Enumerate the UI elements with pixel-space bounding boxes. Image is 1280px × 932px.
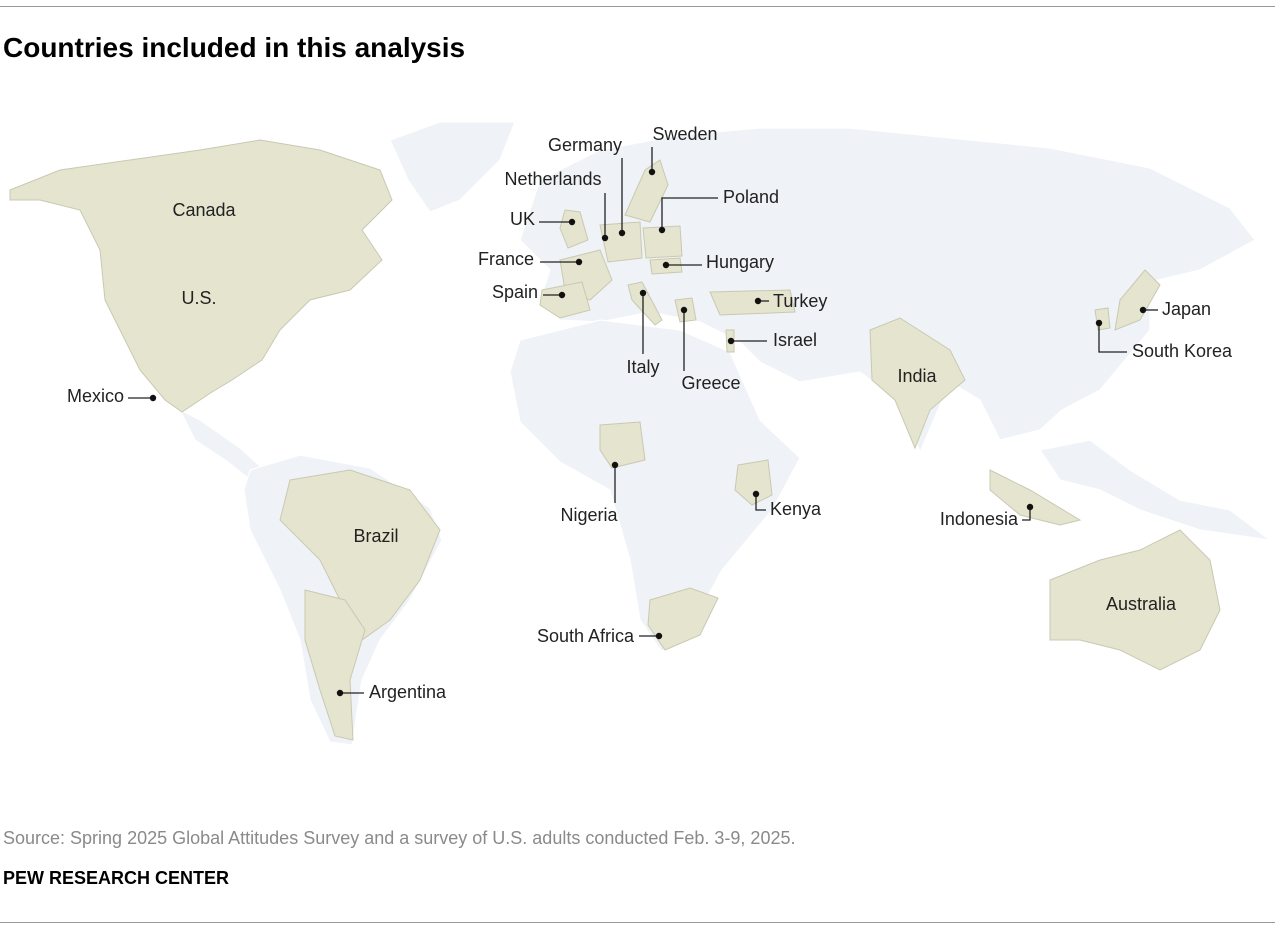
country-dot xyxy=(601,234,609,242)
country-dot xyxy=(648,168,656,176)
country-dot xyxy=(336,689,344,697)
country-label: Mexico xyxy=(67,386,124,406)
country-label: Greece xyxy=(681,373,740,393)
country-dot xyxy=(558,291,566,299)
country-dot xyxy=(754,297,762,305)
surveyed-countries xyxy=(9,139,1221,741)
country-dot xyxy=(1139,306,1147,314)
country-label: France xyxy=(478,249,534,269)
country-label: Brazil xyxy=(353,526,398,546)
leader-line xyxy=(755,494,766,511)
country-label: Hungary xyxy=(706,252,774,272)
source: Source: Spring 2025 Global Attitudes Sur… xyxy=(3,828,796,848)
leader-line xyxy=(1022,507,1031,521)
country-label: Argentina xyxy=(369,682,447,702)
country-dot xyxy=(662,261,670,269)
country-label: Australia xyxy=(1106,594,1177,614)
country-label: Sweden xyxy=(652,124,717,144)
country-label: Germany xyxy=(548,135,622,155)
country-label: Turkey xyxy=(773,291,827,311)
country-label: South Korea xyxy=(1132,341,1233,361)
country-label: Netherlands xyxy=(504,169,601,189)
country-dot xyxy=(639,289,647,297)
leader-line xyxy=(1098,323,1127,353)
country-dot xyxy=(1095,319,1103,327)
country-dot xyxy=(752,490,760,498)
country-label: South Africa xyxy=(537,626,635,646)
country-dot xyxy=(568,218,576,226)
country-label: Israel xyxy=(773,330,817,350)
country-label: Nigeria xyxy=(560,505,618,525)
country-dot xyxy=(575,258,583,266)
country-label: Italy xyxy=(626,357,659,377)
country-label: Canada xyxy=(172,200,236,220)
world-map: Canada U.S. Mexico Brazil Argentina UK Netherl… xyxy=(9,121,1271,746)
country-dot xyxy=(658,226,666,234)
country-label: UK xyxy=(510,209,535,229)
country-label: Kenya xyxy=(770,499,822,519)
country-dot xyxy=(618,229,626,237)
country-dot xyxy=(611,461,619,469)
bottom-rule xyxy=(0,922,1275,923)
country-label: Poland xyxy=(723,187,779,207)
country-label: Spain xyxy=(492,282,538,302)
leader-line xyxy=(661,197,718,230)
country-label: U.S. xyxy=(181,288,216,308)
title: Countries included in this analysis xyxy=(3,32,466,63)
country-dot xyxy=(1026,503,1034,511)
country-label: Indonesia xyxy=(940,509,1019,529)
country-dot xyxy=(149,394,157,402)
country-dot xyxy=(680,306,688,314)
country-label: India xyxy=(897,366,937,386)
country-dot xyxy=(727,337,735,345)
country-label: Japan xyxy=(1162,299,1211,319)
top-rule xyxy=(0,6,1275,7)
country-dot xyxy=(655,632,663,640)
footer: PEW RESEARCH CENTER xyxy=(3,868,230,888)
